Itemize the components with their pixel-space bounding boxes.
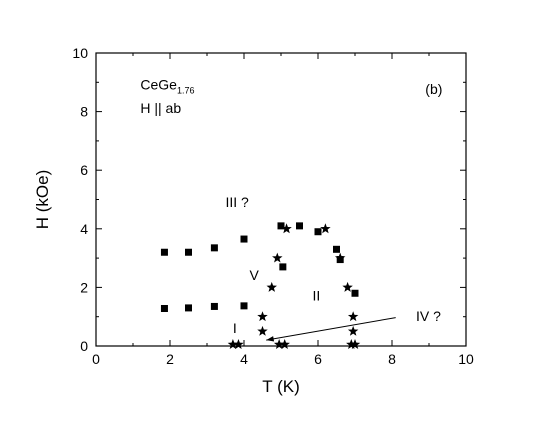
x-tick-label: 2 (166, 351, 174, 367)
plot-frame (95, 52, 467, 347)
y-tick-label: 0 (80, 338, 88, 354)
annotation-subscript: 1.76 (177, 86, 195, 96)
y-tick-label: 8 (80, 104, 88, 120)
square-point (351, 289, 359, 297)
x-tick-label: 8 (388, 351, 396, 367)
y-tick-label: 6 (80, 162, 88, 178)
star-point (233, 339, 244, 349)
annotation-label: (b) (425, 81, 442, 97)
star-point (281, 223, 292, 234)
square-point (279, 263, 287, 271)
square-point (185, 304, 192, 312)
star-point (347, 325, 359, 336)
square-point (333, 245, 340, 253)
annotation-label: I (233, 320, 237, 336)
square-point (296, 222, 303, 230)
y-tick-label: 4 (80, 221, 88, 237)
x-axis-title: T (K) (262, 377, 299, 396)
star-point (273, 339, 285, 349)
annotation-label: V (250, 267, 260, 283)
star-point (279, 339, 290, 349)
star-point (347, 311, 359, 322)
square-point (314, 228, 322, 236)
square-point (240, 302, 248, 310)
star-point (227, 339, 239, 349)
square-point (210, 244, 218, 252)
data-points (160, 222, 361, 349)
star-point (272, 252, 283, 263)
star-point (257, 325, 268, 336)
annotation-label: CeGe1.76 (140, 77, 194, 96)
star-point (266, 281, 277, 292)
star-point (349, 339, 361, 349)
square-point (160, 248, 168, 256)
annotation-label: H || ab (140, 100, 181, 116)
x-tick-label: 10 (458, 351, 474, 367)
axis-ticks (95, 52, 467, 347)
star-point (342, 281, 353, 292)
pointer-line (266, 317, 396, 341)
y-tick-label: 2 (80, 279, 88, 295)
star-point (334, 252, 346, 263)
star-point (320, 223, 331, 234)
y-axis-title: H (kOe) (33, 170, 52, 230)
annotation-label: III ? (226, 194, 250, 210)
y-tick-label: 10 (72, 45, 88, 61)
annotation-label: II (312, 288, 320, 304)
square-point (160, 304, 168, 312)
arrowhead (266, 336, 275, 342)
square-point (240, 235, 248, 243)
annotation-label: IV ? (416, 308, 441, 324)
x-tick-label: 6 (314, 351, 322, 367)
x-tick-label: 0 (92, 351, 100, 367)
x-tick-label: 4 (240, 351, 248, 367)
annotation-lines (266, 317, 396, 342)
square-point (210, 302, 218, 310)
star-point (257, 311, 268, 322)
square-point (185, 248, 192, 256)
tick-labels: 0 2 4 6 8 10 0 2 4 6 8 10 (72, 45, 474, 367)
square-point (277, 222, 285, 230)
